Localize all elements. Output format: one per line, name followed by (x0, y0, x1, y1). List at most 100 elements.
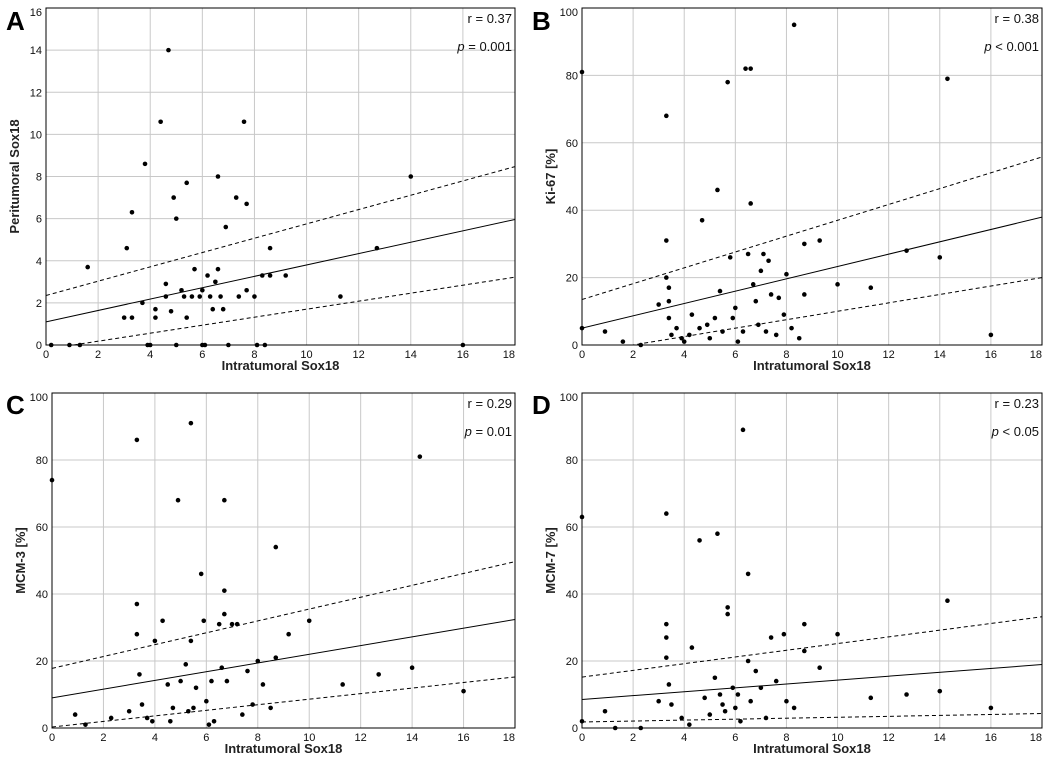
data-point (748, 66, 753, 71)
data-point (904, 248, 909, 253)
data-point (283, 273, 289, 278)
data-point (142, 161, 148, 167)
data-point (376, 672, 381, 677)
x-tick-label: 14 (406, 732, 418, 744)
data-point (712, 675, 718, 681)
data-point (750, 282, 756, 287)
x-tick-label: 18 (1030, 349, 1042, 361)
data-point (697, 538, 702, 543)
y-tick-label: 60 (566, 138, 578, 150)
data-point (638, 342, 644, 348)
data-point (140, 300, 145, 306)
data-point (240, 712, 245, 717)
data-point (108, 715, 114, 721)
data-point (213, 279, 218, 285)
regression-lines (52, 561, 515, 728)
data-point (254, 342, 260, 348)
data-point (374, 245, 380, 251)
data-point (666, 285, 672, 291)
data-point (259, 273, 265, 278)
x-tick-label: 4 (147, 349, 153, 361)
y-axis-label: MCM-3 [%] (13, 527, 28, 593)
data-point (241, 119, 247, 125)
data-point (340, 682, 345, 687)
data-point (745, 571, 751, 577)
chart-panel-d: 0 2 4 6 8 10 12 14 16 18 0 20 40 60 80 100 Intratumoral … (532, 390, 1043, 756)
data-point (210, 306, 216, 312)
data-point (730, 685, 736, 691)
data-point (720, 702, 725, 707)
data-point (338, 294, 343, 299)
data-point (188, 638, 194, 644)
panel-letter: A (6, 6, 25, 36)
y-tick-label: 0 (572, 723, 578, 735)
data-point (250, 702, 255, 707)
data-point (121, 315, 127, 320)
data-point (124, 245, 130, 251)
data-point (664, 275, 669, 280)
y-tick-label: 40 (36, 589, 48, 601)
y-tick-label: 12 (30, 87, 42, 99)
y-tick-label: 40 (566, 589, 578, 601)
data-point (236, 294, 242, 299)
data-point (152, 638, 158, 644)
data-point (417, 454, 423, 459)
x-tick-label: 8 (783, 349, 789, 361)
x-tick-label: 4 (681, 732, 687, 744)
data-point (743, 66, 748, 71)
data-point (222, 588, 227, 593)
data-point (252, 294, 257, 299)
data-point (717, 288, 723, 294)
x-tick-label: 8 (251, 349, 257, 361)
data-point (768, 635, 774, 640)
chart-panel-c: 0 2 4 6 8 10 12 14 16 18 0 20 40 60 80 100 Intratumoral … (6, 390, 516, 756)
data-point (687, 722, 692, 727)
data-point (139, 702, 145, 707)
x-tick-label: 2 (630, 349, 636, 361)
data-point (712, 315, 718, 321)
data-point (725, 79, 730, 85)
data-point (738, 719, 743, 724)
y-tick-label: 20 (566, 656, 578, 668)
data-point (85, 264, 90, 270)
y-tick-label: 8 (36, 172, 42, 184)
x-tick-label: 6 (732, 349, 738, 361)
data-point (868, 285, 874, 291)
data-point (129, 210, 135, 215)
data-point (134, 601, 140, 607)
data-point (666, 682, 672, 687)
data-point (753, 298, 759, 304)
data-point (186, 708, 191, 714)
data-point (137, 672, 142, 677)
data-point (72, 712, 78, 717)
data-point (773, 678, 779, 684)
regression-lines (46, 166, 515, 345)
y-tick-label: 80 (566, 455, 578, 467)
fit-line (582, 664, 1042, 701)
data-point (802, 621, 807, 627)
data-point (802, 648, 807, 654)
data-point (689, 312, 695, 317)
data-point (460, 342, 466, 348)
x-tick-label: 18 (1030, 732, 1042, 744)
fit-line (582, 216, 1042, 329)
data-point (664, 635, 669, 640)
data-point (220, 306, 226, 312)
data-point (192, 266, 197, 272)
data-point (171, 195, 176, 200)
data-point (166, 47, 171, 53)
y-axis-label: MCM-7 [%] (543, 527, 558, 593)
data-point (184, 315, 189, 320)
data-point (796, 335, 802, 341)
data-point (165, 682, 171, 687)
data-point (745, 251, 751, 257)
data-point (268, 705, 273, 711)
x-axis-label: Intratumoral Sox18 (222, 358, 340, 373)
x-tick-label: 12 (883, 732, 895, 744)
x-tick-label: 6 (203, 732, 209, 744)
data-point (763, 329, 769, 334)
data-point (153, 306, 158, 312)
data-point (202, 342, 208, 348)
data-point (286, 631, 291, 637)
y-tick-label: 20 (566, 273, 578, 285)
